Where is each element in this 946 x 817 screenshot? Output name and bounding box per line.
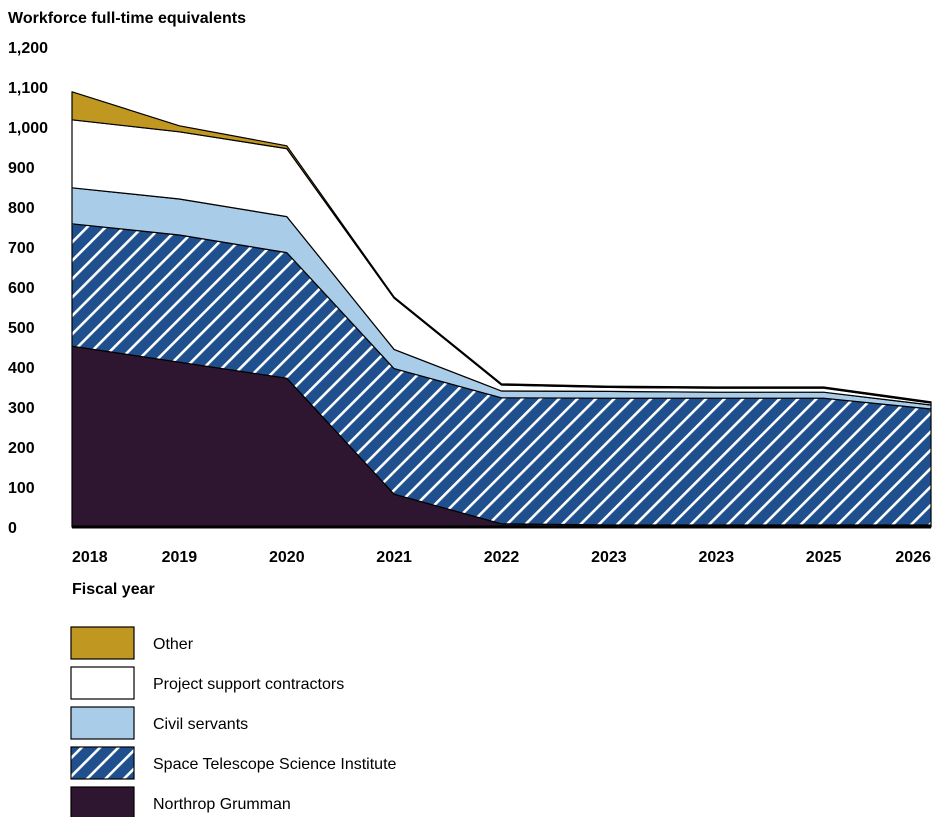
legend-item-other: Other [70,626,194,660]
y-tick-label: 400 [8,360,35,377]
x-tick-label: 2020 [269,549,305,566]
y-tick-label: 500 [8,320,35,337]
y-axis-title: Workforce full-time equivalents [8,10,246,27]
legend-item-space-telescope-science-institute: Space Telescope Science Institute [70,746,397,780]
legend-item-civil-servants: Civil servants [70,706,248,740]
legend-swatch [70,666,135,700]
x-tick-label: 2023 [591,549,627,566]
legend-label: Civil servants [153,716,248,733]
legend-label: Project support contractors [153,676,344,693]
legend-swatch [70,626,135,660]
y-tick-label: 1,000 [8,120,48,137]
area-other [71,91,932,404]
stacked-areas [71,91,932,528]
y-tick-label: 900 [8,160,35,177]
y-axis-ticks: 0 100 200 300 400 500 600 700 800 900 1,000 1,100 1,… [8,40,48,537]
y-tick-label: 700 [8,240,35,257]
y-tick-label: 300 [8,400,35,417]
legend-swatch [70,746,135,780]
y-tick-label: 1,100 [8,80,48,97]
legend-item-northrop-grumman: Northrop Grumman [70,786,291,817]
x-tick-label: 2026 [895,549,931,566]
y-tick-label: 100 [8,480,35,497]
y-tick-label: 200 [8,440,35,457]
x-tick-label: 2018 [72,549,108,566]
x-axis-title: Fiscal year [72,581,155,598]
y-tick-label: 1,200 [8,40,48,57]
legend-swatch [70,706,135,740]
legend-label: Space Telescope Science Institute [153,756,397,773]
y-tick-label: 600 [8,280,35,297]
x-tick-label: 2019 [162,549,198,566]
legend-label: Northrop Grumman [153,796,291,813]
legend-swatch [70,786,135,817]
y-tick-label: 800 [8,200,35,217]
x-tick-label: 2025 [806,549,842,566]
legend-label: Other [153,636,194,653]
legend-item-project-support-contractors: Project support contractors [70,666,344,700]
x-tick-label: 2021 [376,549,412,566]
y-tick-label: 0 [8,520,17,537]
x-tick-label: 2023 [699,549,735,566]
x-tick-label: 2022 [484,549,520,566]
legend: Other Project support contractors Civil se… [70,626,397,817]
x-axis-ticks: 2018 2019 2020 2021 2022 2023 2023 2025 2026 [72,549,931,566]
